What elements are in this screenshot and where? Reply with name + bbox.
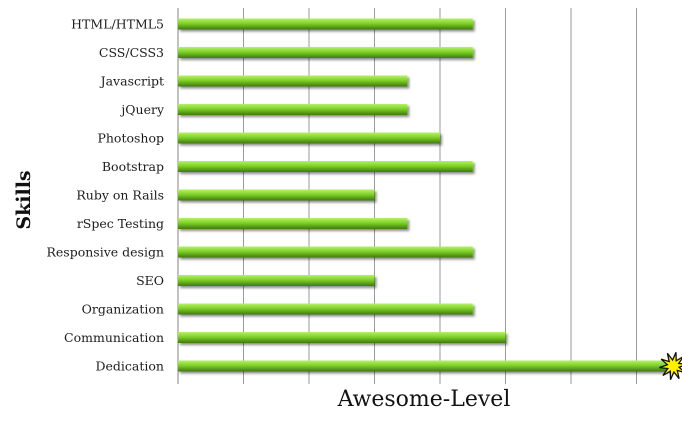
category-label: Photoshop (97, 131, 164, 146)
bar (178, 360, 670, 372)
category-label: Responsive design (46, 245, 164, 260)
category-label: Javascript (99, 74, 164, 89)
bar (178, 75, 408, 87)
category-label: Ruby on Rails (76, 188, 164, 203)
bar (178, 161, 473, 172)
category-label: Bootstrap (102, 159, 164, 174)
bar (178, 18, 473, 30)
gridlines (177, 8, 637, 384)
x-axis-title: Awesome-Level (337, 387, 511, 412)
bar (178, 104, 408, 115)
bar (178, 189, 375, 201)
category-label: Communication (64, 330, 164, 345)
bar (178, 132, 440, 144)
category-label: HTML/HTML5 (71, 17, 164, 32)
category-label: jQuery (119, 102, 165, 117)
bar (178, 246, 473, 258)
decorations (659, 352, 682, 380)
category-label: rSpec Testing (77, 216, 164, 231)
bar (178, 47, 473, 58)
bar (178, 218, 408, 229)
bar (178, 303, 473, 315)
category-label: SEO (136, 273, 164, 288)
bar (178, 332, 506, 343)
bar (178, 275, 375, 286)
y-axis-title: Skills (13, 170, 35, 229)
bars (178, 18, 670, 372)
category-labels: HTML/HTML5 CSS/CSS3 Javascript jQuery Photos… (46, 17, 164, 374)
category-label: Dedication (96, 359, 164, 374)
category-label: CSS/CSS3 (99, 45, 164, 60)
starburst-icon (659, 352, 682, 380)
category-label: Organization (82, 302, 164, 317)
